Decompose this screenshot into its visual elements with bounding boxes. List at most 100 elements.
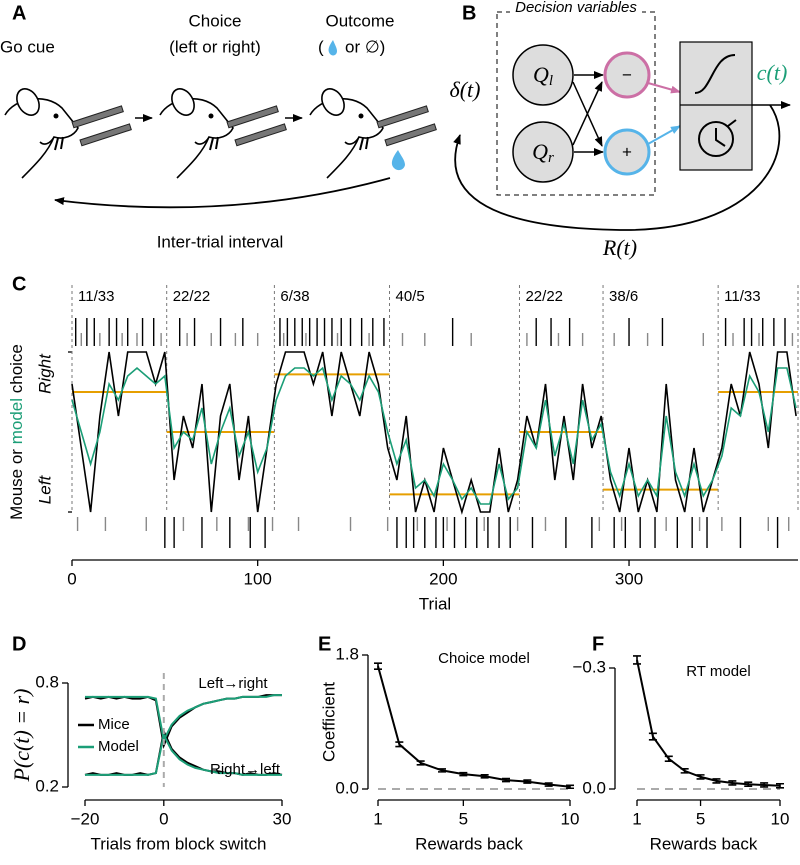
y-tick-label: Right: [35, 353, 54, 394]
node: [512, 121, 574, 183]
y-axis-label: Coefficient: [319, 682, 338, 762]
reward-label: R(t): [602, 235, 637, 260]
arrow: [572, 81, 603, 146]
arrow: [647, 82, 681, 94]
loop-arrow: [54, 177, 391, 209]
error-bar: [760, 782, 769, 788]
sigmoid-icon: [694, 54, 736, 94]
block-label: 6/38: [280, 288, 309, 305]
error-bar-line: [776, 782, 784, 789]
y-tick-label: −0.3: [572, 657, 606, 676]
error-bar: [664, 755, 673, 762]
y-axis-label: P(c(t) = r): [9, 688, 34, 782]
series-line: [85, 694, 282, 744]
node-label: Qr: [532, 139, 554, 166]
x-tick-label: 200: [429, 569, 457, 588]
error-bar: [502, 777, 510, 783]
panel-letter: F: [592, 633, 604, 655]
error-bar-line: [544, 782, 553, 787]
clock-icon: [698, 121, 734, 157]
panel-b: B Decision variables Ql Qr − + δ(t) c(t)…: [450, 0, 791, 260]
legend-label: Mice: [98, 716, 130, 733]
error-bar: [544, 782, 553, 787]
x-axis-label: Trial: [419, 594, 451, 613]
box-label: Decision variables: [515, 0, 637, 16]
block-label: 11/33: [724, 288, 760, 305]
choice-label: c(t): [757, 60, 788, 85]
error-bar-line: [728, 780, 737, 786]
x-tick-label: 10: [561, 809, 580, 828]
x-axis-label: Rewards back: [650, 834, 758, 853]
step-label: Outcome: [326, 11, 395, 30]
node: [603, 51, 651, 99]
x-tick-label: 1: [373, 809, 382, 828]
x-tick-label: 5: [459, 809, 468, 828]
step-label: Choice: [189, 11, 242, 30]
error-bar: [696, 774, 705, 780]
x-tick-label: −20: [71, 809, 100, 828]
mouse-icon: [159, 83, 288, 179]
loop-arrow: [453, 104, 781, 231]
x-tick-label: 100: [243, 569, 271, 588]
y-label-part: Mouse or: [7, 444, 26, 520]
error-bar-line: [760, 782, 769, 788]
drop-icon: [328, 40, 337, 56]
error-bar: [744, 781, 753, 787]
error-bar: [566, 784, 574, 790]
prediction-error: δ(t): [450, 77, 481, 102]
arrow: [647, 125, 681, 145]
error-bar: [374, 662, 382, 670]
error-bar: [680, 768, 689, 774]
annotation: Left→right: [198, 675, 268, 692]
error-bar-line: [523, 779, 532, 784]
block-label: 40/5: [396, 288, 425, 305]
error-bar-line: [395, 741, 404, 748]
y-tick-label: Left: [35, 475, 54, 505]
block-label: 11/33: [78, 288, 114, 305]
step-label: (: [318, 37, 324, 56]
loop-label: Inter-trial interval: [157, 232, 284, 251]
panel-letter: E: [318, 633, 331, 655]
node-label: Ql: [533, 62, 553, 89]
error-bar: [416, 760, 425, 766]
error-bar-line: [480, 774, 489, 779]
error-bar-line: [374, 662, 382, 670]
chart-title: Choice model: [438, 650, 530, 667]
x-tick-label: 10: [771, 809, 790, 828]
node: [512, 44, 574, 106]
error-bar: [776, 782, 784, 789]
clock-icon: [715, 119, 737, 147]
y-tick-label: 0.8: [35, 672, 59, 691]
node-label: +: [622, 142, 632, 161]
y-tick-label: 0.0: [335, 778, 359, 797]
label-bg: [510, 0, 642, 16]
error-bar-line: [416, 760, 425, 766]
x-tick-label: 0: [67, 569, 76, 588]
error-bar-line: [664, 755, 673, 762]
y-axis-label: Mouse or model choice: [7, 344, 26, 520]
panel-letter: D: [12, 633, 26, 655]
y-tick-label: 0.0: [582, 778, 606, 797]
series-line: [85, 731, 282, 776]
error-bar-line: [712, 778, 721, 784]
panel-letter: C: [12, 273, 26, 295]
x-tick-label: 0: [159, 809, 168, 828]
series-line: [71, 351, 797, 515]
x-tick-label: 1: [632, 809, 641, 828]
x-tick-label: 5: [696, 809, 705, 828]
error-bar: [395, 741, 404, 748]
y-tick-label: 0.2: [35, 776, 59, 795]
step-label: or ∅): [345, 37, 385, 56]
y-label-part: choice: [7, 344, 26, 398]
block-label: 38/6: [609, 288, 638, 305]
node: [603, 128, 651, 176]
error-bar: [523, 779, 532, 784]
mouse-icon: [4, 83, 133, 179]
series-line: [71, 366, 797, 505]
series-line: [84, 728, 283, 776]
error-bar-line: [633, 655, 641, 665]
drop-icon: [391, 150, 405, 171]
error-bar-line: [502, 777, 510, 783]
